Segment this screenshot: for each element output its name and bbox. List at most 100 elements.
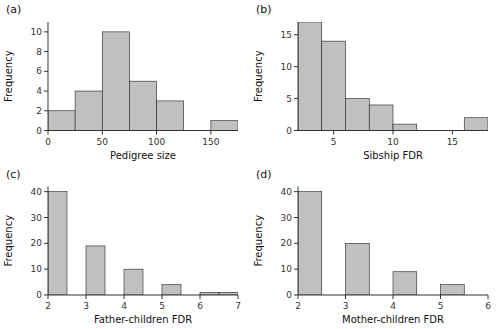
y-tick-label: 20 — [31, 238, 43, 248]
y-tick — [294, 269, 298, 270]
bar — [48, 192, 67, 295]
x-tick — [393, 295, 394, 299]
y-axis — [48, 22, 49, 131]
y-axis — [298, 22, 299, 131]
y-tick — [294, 34, 298, 35]
y-axis — [48, 187, 49, 296]
x-tick-label: 2 — [45, 301, 51, 311]
x-axis — [48, 130, 238, 131]
x-tick-label: 6 — [485, 301, 491, 311]
y-tick-label: 15 — [281, 30, 292, 40]
y-tick-label: 30 — [31, 213, 43, 223]
x-tick-label: 10 — [387, 137, 399, 147]
y-tick-label: 0 — [286, 126, 292, 136]
x-tick — [162, 295, 163, 299]
x-tick-label: 150 — [202, 137, 219, 147]
y-tick — [44, 91, 48, 92]
bar — [102, 32, 129, 131]
y-axis — [298, 187, 299, 296]
x-tick-label: 3 — [343, 301, 349, 311]
x-tick — [86, 295, 87, 299]
bar — [75, 91, 102, 130]
y-tick — [44, 295, 48, 296]
x-axis-label: Pedigree size — [110, 150, 176, 161]
x-tick — [210, 131, 211, 135]
y-tick-label: 10 — [31, 27, 43, 37]
panel-label: (c) — [6, 168, 21, 181]
x-axis — [48, 295, 238, 296]
y-tick — [294, 66, 298, 67]
y-tick-label: 6 — [36, 66, 42, 76]
bars — [48, 32, 238, 131]
y-tick — [294, 98, 298, 99]
bar — [298, 22, 322, 131]
y-tick — [44, 130, 48, 131]
y-tick-label: 30 — [281, 213, 293, 223]
y-tick — [44, 110, 48, 111]
y-tick — [44, 71, 48, 72]
bar — [162, 285, 181, 295]
y-axis-label: Frequency — [253, 215, 264, 267]
y-tick-label: 0 — [36, 290, 42, 300]
y-tick-label: 40 — [281, 187, 293, 197]
x-tick-label: 3 — [83, 301, 89, 311]
x-tick — [48, 295, 49, 299]
bar — [441, 285, 465, 295]
panel: 51015051015Sibship FDRFrequency(b) — [253, 3, 488, 161]
bars — [298, 22, 488, 131]
y-tick-label: 4 — [36, 86, 42, 96]
x-tick — [452, 131, 453, 135]
panel: 0501001500246810Pedigree sizeFrequency(a… — [3, 3, 238, 161]
bar — [48, 111, 75, 131]
y-tick — [44, 217, 48, 218]
bar — [129, 81, 156, 130]
x-tick-label: 15 — [447, 137, 458, 147]
panel-label: (a) — [6, 3, 21, 16]
panel: 234567010203040Father-children FDRFreque… — [3, 168, 241, 326]
y-axis-label: Frequency — [3, 50, 14, 102]
bar — [393, 124, 417, 130]
x-tick-label: 7 — [235, 301, 241, 311]
bars — [48, 192, 238, 295]
x-tick — [440, 295, 441, 299]
x-tick — [124, 295, 125, 299]
bar — [346, 99, 370, 131]
x-tick — [393, 131, 394, 135]
figure: 0501001500246810Pedigree sizeFrequency(a… — [0, 0, 500, 329]
x-axis-label: Father-children FDR — [94, 314, 192, 325]
x-tick-label: 100 — [148, 137, 165, 147]
bar — [86, 246, 105, 295]
x-tick — [238, 295, 239, 299]
y-tick-label: 10 — [281, 264, 293, 274]
y-tick — [294, 295, 298, 296]
y-tick-label: 2 — [36, 106, 42, 116]
bar — [464, 118, 488, 131]
x-tick — [488, 295, 489, 299]
bar — [157, 101, 184, 131]
bars — [298, 192, 464, 295]
y-tick-label: 0 — [286, 290, 292, 300]
y-tick-label: 40 — [31, 187, 43, 197]
x-tick — [48, 131, 49, 135]
bar — [298, 192, 322, 295]
panel-label: (b) — [256, 3, 272, 16]
y-tick — [44, 269, 48, 270]
y-tick-label: 0 — [36, 126, 42, 136]
x-axis-label: Mother-children FDR — [342, 314, 444, 325]
x-tick — [200, 295, 201, 299]
y-tick — [294, 217, 298, 218]
bar — [346, 243, 370, 295]
y-tick-label: 20 — [281, 238, 293, 248]
x-tick-label: 4 — [390, 301, 396, 311]
y-tick — [44, 243, 48, 244]
x-tick — [156, 131, 157, 135]
y-tick — [294, 243, 298, 244]
y-tick-label: 8 — [36, 47, 42, 57]
x-tick-label: 6 — [197, 301, 203, 311]
x-tick-label: 5 — [438, 301, 444, 311]
x-axis-label: Sibship FDR — [363, 150, 423, 161]
x-tick-label: 5 — [331, 137, 337, 147]
y-tick-label: 5 — [286, 94, 292, 104]
y-tick — [44, 31, 48, 32]
x-tick-label: 2 — [295, 301, 301, 311]
